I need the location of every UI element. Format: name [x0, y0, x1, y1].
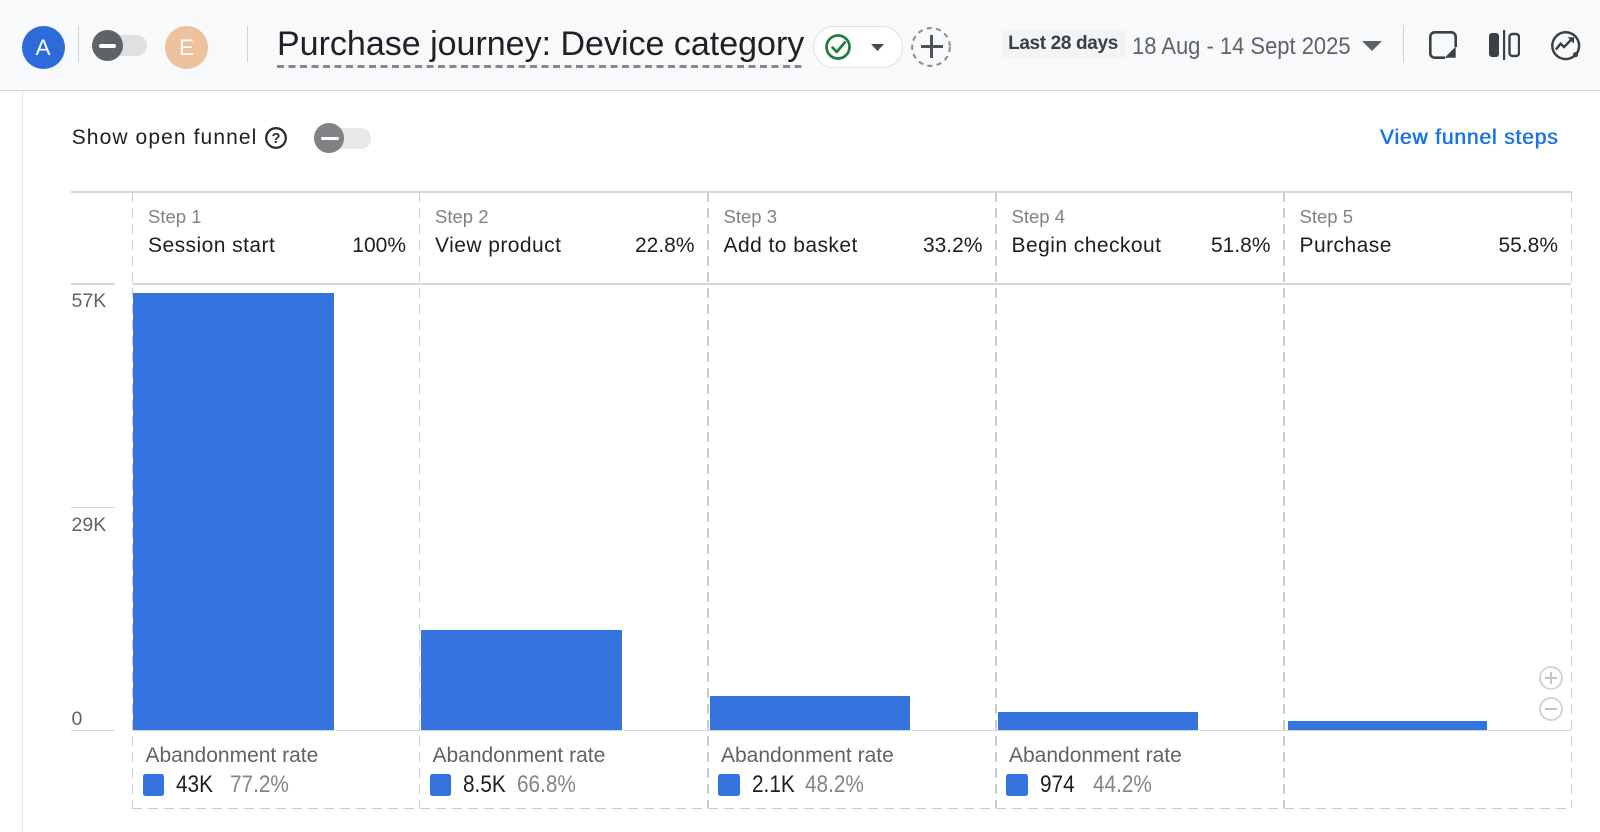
svg-text:?: ? [271, 131, 280, 147]
